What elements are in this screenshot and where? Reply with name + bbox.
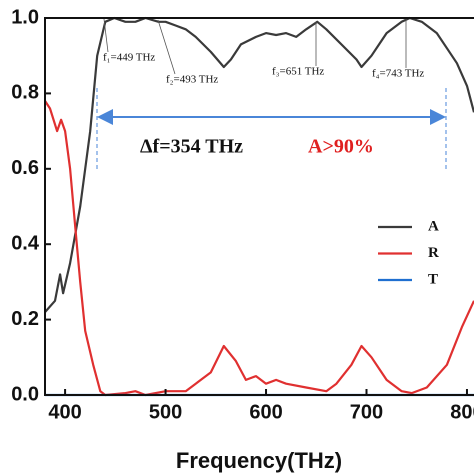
x-tick-label: 700 (350, 401, 383, 423)
annotation: f₄=743 THz (372, 68, 424, 80)
y-tick-label: 0.4 (11, 232, 40, 254)
x-tick-label: 600 (249, 401, 282, 423)
y-tick-label: 0.6 (11, 157, 39, 179)
legend-label: R (428, 245, 439, 261)
annotation: f₂=493 THz (166, 74, 218, 86)
x-tick-label: 400 (48, 401, 81, 423)
x-tick-label: 500 (149, 401, 182, 423)
y-tick-label: 0.0 (11, 383, 39, 405)
series-line (44, 100, 474, 397)
y-tick-label: 1.0 (11, 6, 39, 28)
legend-label: T (428, 271, 438, 287)
annotation: f₁=449 THz (103, 52, 155, 64)
y-tick-label: 0.2 (11, 308, 39, 330)
y-tick-label: 0.8 (11, 82, 39, 104)
frame (44, 17, 474, 396)
legend-label: A (428, 218, 439, 234)
annotation: f₃=651 THz (272, 66, 324, 78)
annotation: Δf=354 THz (140, 136, 243, 158)
markers (103, 18, 407, 75)
annotation: A>90% (308, 136, 374, 158)
x-axis-label: Frequency(THz) (176, 448, 342, 473)
series-line (44, 16, 474, 313)
x-tick-label: 800 (450, 401, 474, 423)
